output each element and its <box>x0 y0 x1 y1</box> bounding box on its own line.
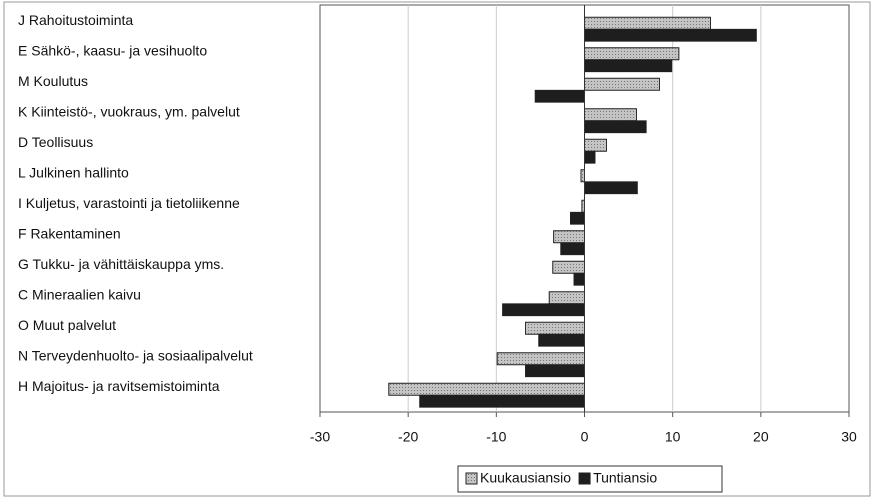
bar-texture <box>584 47 680 61</box>
bar <box>573 272 585 286</box>
y-tick-label: I Kuljetus, varastointi ja tietoliikenne <box>18 195 240 211</box>
bar <box>584 59 673 73</box>
bar-texture <box>584 77 660 91</box>
y-tick-label: G Tukku- ja vähittäiskauppa yms. <box>18 256 224 272</box>
y-tick-label: D Teollisuus <box>18 134 93 150</box>
bar-texture <box>388 382 585 396</box>
x-tick-label: -20 <box>398 429 418 445</box>
bar <box>560 242 585 256</box>
bar <box>569 211 585 225</box>
bar-texture <box>580 169 585 183</box>
x-tick-label: 20 <box>753 429 769 445</box>
bar <box>538 333 585 347</box>
bar <box>584 181 638 195</box>
y-tick-label: F Rakentaminen <box>18 225 121 241</box>
x-tick-label: 10 <box>665 429 681 445</box>
y-tick-label: J Rahoitustoiminta <box>18 12 133 28</box>
bar <box>534 89 585 103</box>
bar <box>584 120 647 134</box>
frame <box>3 1 871 497</box>
y-tick-label: H Majoitus- ja ravitsemistoiminta <box>18 378 220 394</box>
x-tick-label: 0 <box>581 429 589 445</box>
bar <box>525 364 585 378</box>
x-tick-label: 30 <box>841 429 857 445</box>
y-tick-label: M Koulutus <box>18 73 88 89</box>
bar-texture <box>584 16 711 30</box>
y-tick-label: O Muut palvelut <box>18 317 116 333</box>
bar-texture <box>525 321 585 335</box>
bar-texture <box>548 291 585 305</box>
y-tick-label: E Sähkö-, kaasu- ja vesihuolto <box>18 42 207 58</box>
bar-texture <box>584 138 607 152</box>
y-tick-label: N Terveydenhuolto- ja sosiaalipalvelut <box>18 347 253 363</box>
bar-texture <box>552 260 585 274</box>
y-tick-label: L Julkinen hallinto <box>18 164 129 180</box>
bar-texture <box>553 230 585 244</box>
y-tick-label: K Kiinteistö-, vuokraus, ym. palvelut <box>18 103 240 119</box>
legend-label: Kuukausiansio <box>480 470 571 486</box>
x-tick-label: -30 <box>310 429 330 445</box>
bar <box>584 28 757 42</box>
y-tick-label: C Mineraalien kaivu <box>18 286 141 302</box>
legend-swatch <box>578 472 591 485</box>
bar-texture <box>584 108 637 122</box>
legend-swatch-texture <box>466 473 477 484</box>
bar-texture <box>496 352 585 366</box>
bar <box>419 394 585 408</box>
bar <box>584 150 596 164</box>
legend-label: Tuntiansio <box>593 470 657 486</box>
bar <box>502 303 585 317</box>
x-tick-label: -10 <box>486 429 506 445</box>
